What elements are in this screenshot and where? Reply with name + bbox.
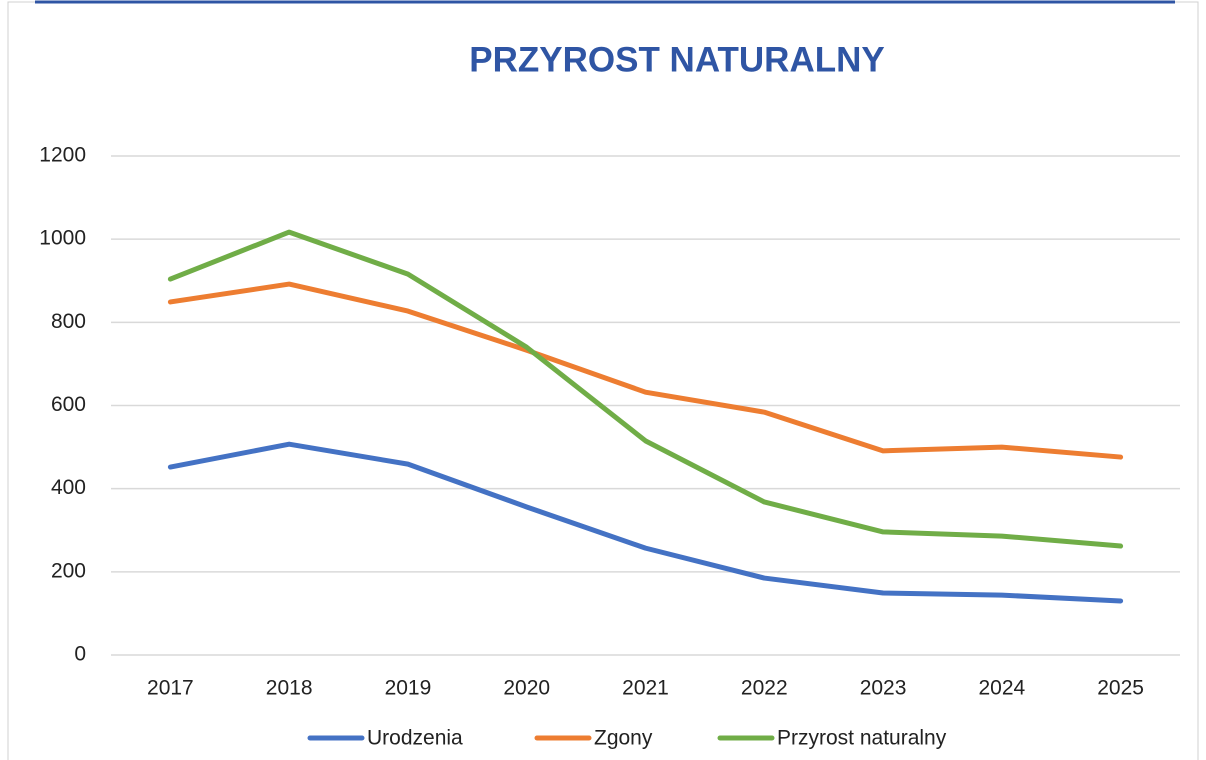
y-tick-label: 600: [51, 393, 86, 416]
series-line: [167, 441, 1124, 604]
legend-label: Przyrost naturalny: [777, 727, 947, 750]
chart-frame: [7, 1, 1199, 760]
y-tick-label: 1000: [39, 227, 86, 250]
x-tick-label: 2025: [1097, 677, 1144, 700]
x-tick-label: 2022: [741, 677, 788, 700]
series-line: [167, 281, 1124, 460]
x-tick-label: 2017: [147, 677, 194, 700]
y-tick-label: 400: [51, 476, 86, 499]
x-tick-label: 2023: [860, 677, 907, 700]
legend-label: Zgony: [594, 727, 653, 750]
x-tick-label: 2021: [622, 677, 669, 700]
x-tick-label: 2019: [385, 677, 432, 700]
y-tick-label: 0: [74, 643, 86, 666]
series-line: [167, 229, 1124, 549]
y-tick-label: 1200: [39, 144, 86, 167]
legend-label: Urodzenia: [367, 727, 463, 750]
x-tick-label: 2018: [266, 677, 313, 700]
x-tick-label: 2024: [978, 677, 1025, 700]
chart-title: PRZYROST NATURALNY: [469, 40, 884, 79]
x-tick-label: 2020: [503, 677, 550, 700]
y-tick-label: 200: [51, 559, 86, 582]
y-tick-label: 800: [51, 310, 86, 333]
